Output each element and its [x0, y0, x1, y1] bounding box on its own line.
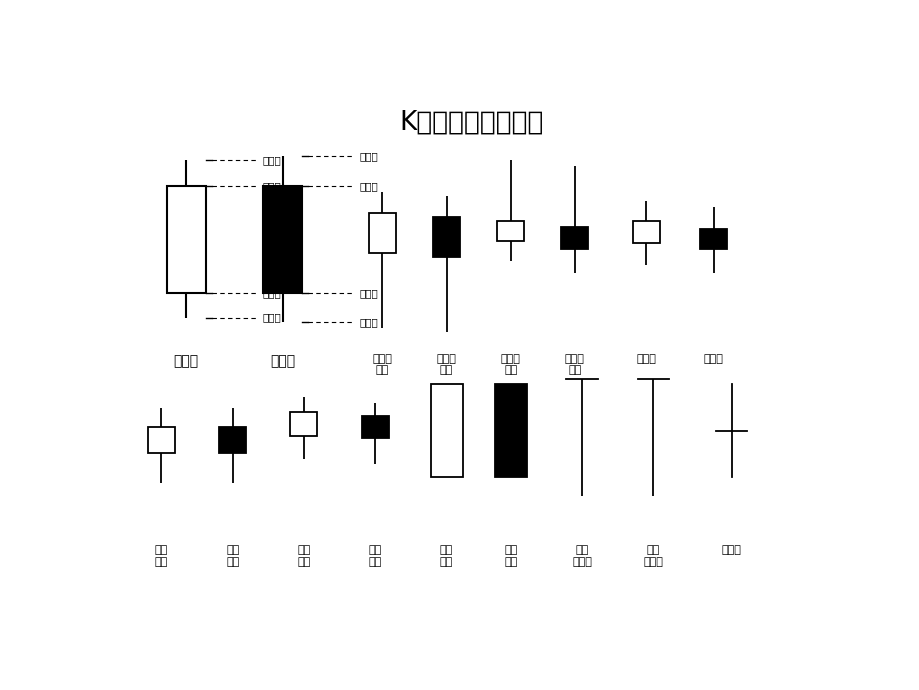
Bar — [496, 221, 524, 241]
Text: K线图之分析方法：: K线图之分析方法： — [399, 109, 543, 135]
Text: 长下影
阳线: 长下影 阳线 — [372, 354, 391, 375]
Bar — [148, 427, 175, 453]
Text: 最高价: 最高价 — [358, 151, 378, 161]
Bar — [494, 384, 527, 477]
Text: 十字星: 十字星 — [721, 545, 741, 555]
Text: 上升
转折线: 上升 转折线 — [572, 545, 591, 566]
Bar — [290, 412, 317, 436]
Text: 光头
阴线: 光头 阴线 — [504, 545, 516, 566]
Bar — [263, 186, 301, 293]
Text: 带帽
阳线: 带帽 阳线 — [154, 545, 168, 566]
Text: 收市价: 收市价 — [358, 288, 378, 298]
Bar — [433, 217, 460, 257]
Text: 光头
阳线: 光头 阳线 — [439, 545, 453, 566]
Bar — [561, 227, 588, 249]
Bar — [369, 213, 395, 253]
Text: 大阳线: 大阳线 — [174, 354, 199, 368]
Text: 长上影
阳线: 长上影 阳线 — [500, 354, 520, 375]
Text: 长下影
阴线: 长下影 阴线 — [437, 354, 456, 375]
Bar — [166, 186, 206, 293]
Bar — [219, 427, 246, 453]
Bar — [361, 416, 389, 438]
Text: 长上影
阴线: 长上影 阴线 — [564, 354, 584, 375]
Text: 小阳线: 小阳线 — [636, 354, 655, 364]
Text: 大阴线: 大阴线 — [269, 354, 295, 368]
Text: 开市价: 开市价 — [263, 288, 281, 298]
Text: 小阴线: 小阴线 — [703, 354, 723, 364]
Text: 带帽
阴线: 带帽 阴线 — [226, 545, 239, 566]
Text: 收市价: 收市价 — [263, 181, 281, 191]
Text: 带尾
阴线: 带尾 阴线 — [369, 545, 381, 566]
Text: 最高价: 最高价 — [263, 155, 281, 165]
Text: 最低价: 最低价 — [358, 317, 378, 326]
Bar — [699, 229, 727, 249]
Text: 上升
转折线: 上升 转折线 — [642, 545, 663, 566]
Text: 开市价: 开市价 — [358, 181, 378, 191]
Bar — [430, 384, 462, 477]
Text: 带尾
阳线: 带尾 阳线 — [297, 545, 311, 566]
Bar — [632, 221, 659, 243]
Text: 最低价: 最低价 — [263, 313, 281, 323]
